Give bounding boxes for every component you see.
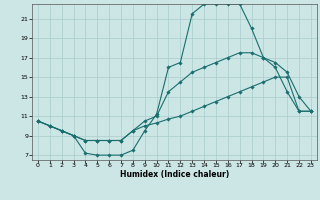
X-axis label: Humidex (Indice chaleur): Humidex (Indice chaleur) [120, 170, 229, 179]
